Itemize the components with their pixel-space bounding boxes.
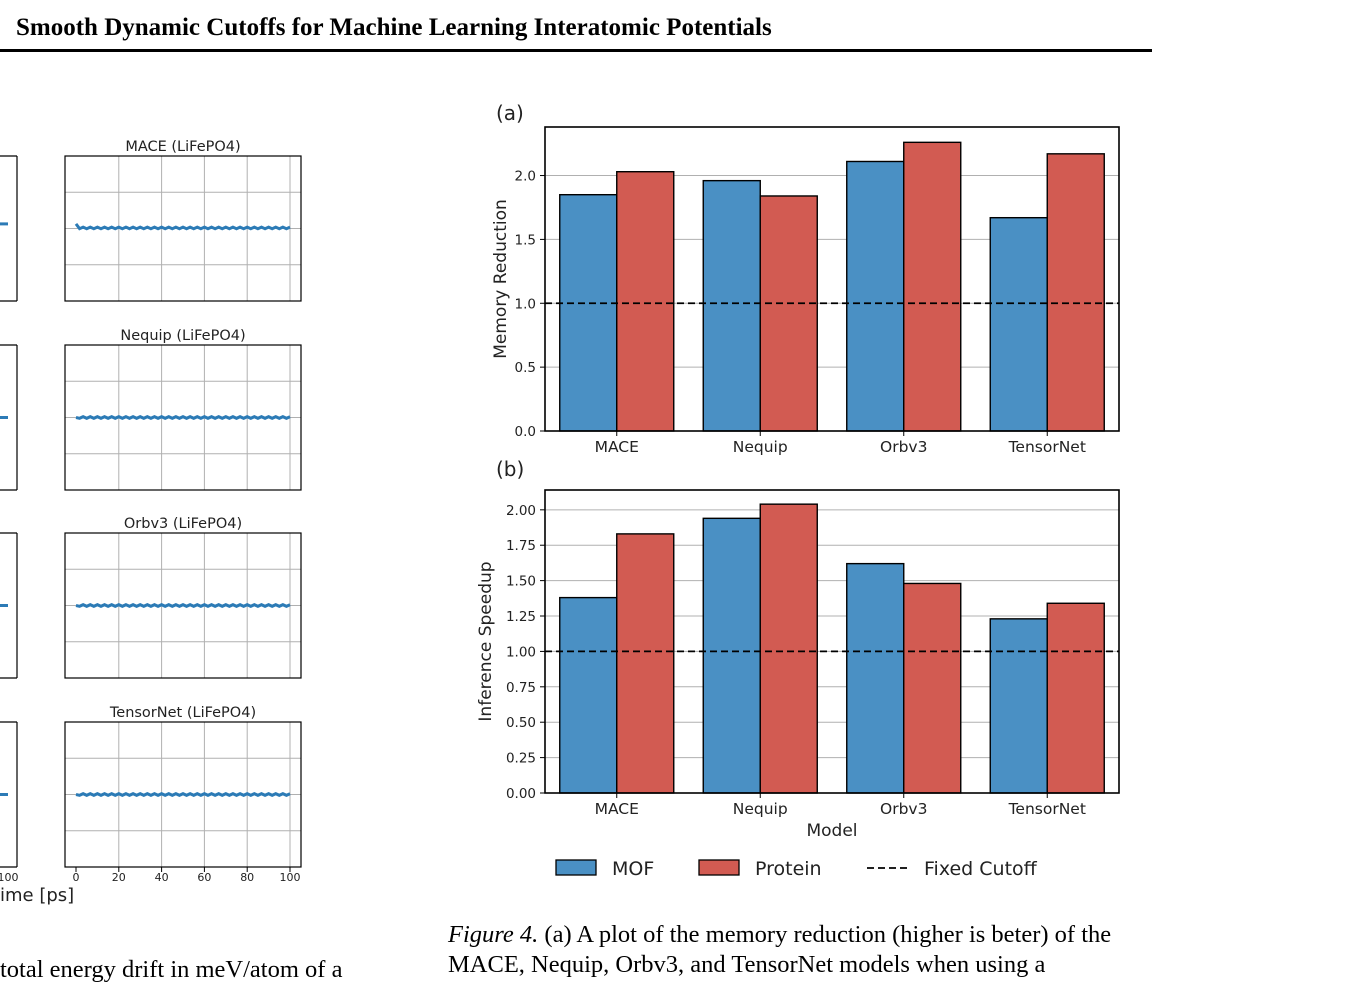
caption-text: (a) A plot of the memory reduction (high… [448,921,1112,978]
drift-x-tick-label: 20 [112,871,126,884]
drift-panel-frame [64,532,302,679]
bar-mof [702,179,761,432]
bar-protein [1046,153,1105,432]
drift-panel-frame [64,721,302,868]
y-tick-label: 0.25 [506,751,536,767]
bar-mof [559,596,618,794]
x-axis-label: Model [806,821,857,841]
bar-protein [1046,602,1105,794]
left-column-text: total energy drift in meV/atom of a [0,956,343,983]
legend-label-fixed-cutoff: Fixed Cutoff [924,858,1038,880]
x-category-label: Nequip [733,800,788,818]
bar-protein [759,195,818,432]
bar-protein [903,141,962,432]
page-header-title: Smooth Dynamic Cutoffs for Machine Learn… [16,14,772,41]
legend-swatch-protein [698,859,740,876]
drift-panel-title: Nequip (LiFePO4) [120,328,245,344]
y-tick-label: 1.0 [515,296,536,312]
drift-panel-title: TensorNet (LiFePO4) [109,705,256,721]
drift-x-tick-label: 0 [73,871,80,884]
bar-mof [702,517,761,794]
drift-trace [75,415,291,420]
bar-protein [759,503,818,794]
drift-trace [75,792,291,797]
y-tick-label: 1.5 [515,232,536,248]
y-axis-label: Inference Speedup [476,561,496,721]
y-tick-label: 0.00 [506,786,536,802]
figure-caption: Figure 4. (a) A plot of the memory reduc… [448,920,1158,980]
partial-x-tick-label: 100 [0,871,19,884]
y-tick-label: 0.75 [506,680,536,696]
y-tick-label: 0.0 [515,424,536,440]
x-category-label: Nequip [733,438,788,456]
partial-x-axis-label: ime [ps] [0,885,74,906]
y-tick-label: 1.25 [506,609,536,625]
drift-panel-frame [64,155,302,302]
bar-mof [989,618,1048,794]
legend-label-protein: Protein [755,858,822,880]
x-category-label: MACE [595,438,639,456]
y-tick-label: 2.0 [515,169,536,185]
chart-frame [544,126,1120,432]
drift-trace [75,603,291,608]
drift-panel-title: MACE (LiFePO4) [125,139,240,155]
bar-mof [846,562,905,794]
x-category-label: TensorNet [1008,438,1086,456]
drift-panel-frame [64,344,302,491]
panel-label: (b) [496,457,524,481]
x-category-label: Orbv3 [880,800,927,818]
x-category-label: TensorNet [1008,800,1086,818]
panel-label: (a) [496,101,524,125]
bar-mof [989,216,1048,432]
drift-trace [74,223,291,231]
legend-swatch-mof [555,859,597,876]
y-tick-label: 2.00 [506,503,536,519]
drift-x-tick-label: 100 [280,871,301,884]
y-tick-label: 0.5 [515,360,536,376]
drift-x-tick-label: 60 [197,871,211,884]
y-tick-label: 1.75 [506,538,536,554]
y-tick-label: 1.00 [506,644,536,660]
y-tick-label: 1.50 [506,574,536,590]
bar-protein [616,533,675,794]
drift-panel-title: Orbv3 (LiFePO4) [124,516,242,532]
y-axis-label: Memory Reduction [491,199,511,359]
caption-label: Figure 4. [448,921,539,948]
drift-x-tick-label: 40 [155,871,169,884]
bar-mof [559,193,618,432]
bar-protein [903,582,962,794]
y-tick-label: 0.50 [506,715,536,731]
drift-x-tick-label: 80 [240,871,254,884]
legend-label-mof: MOF [612,858,654,880]
chart-frame [544,489,1120,794]
bar-mof [846,160,905,432]
header-rule [0,49,1152,52]
bar-protein [616,171,675,432]
x-category-label: Orbv3 [880,438,927,456]
x-category-label: MACE [595,800,639,818]
